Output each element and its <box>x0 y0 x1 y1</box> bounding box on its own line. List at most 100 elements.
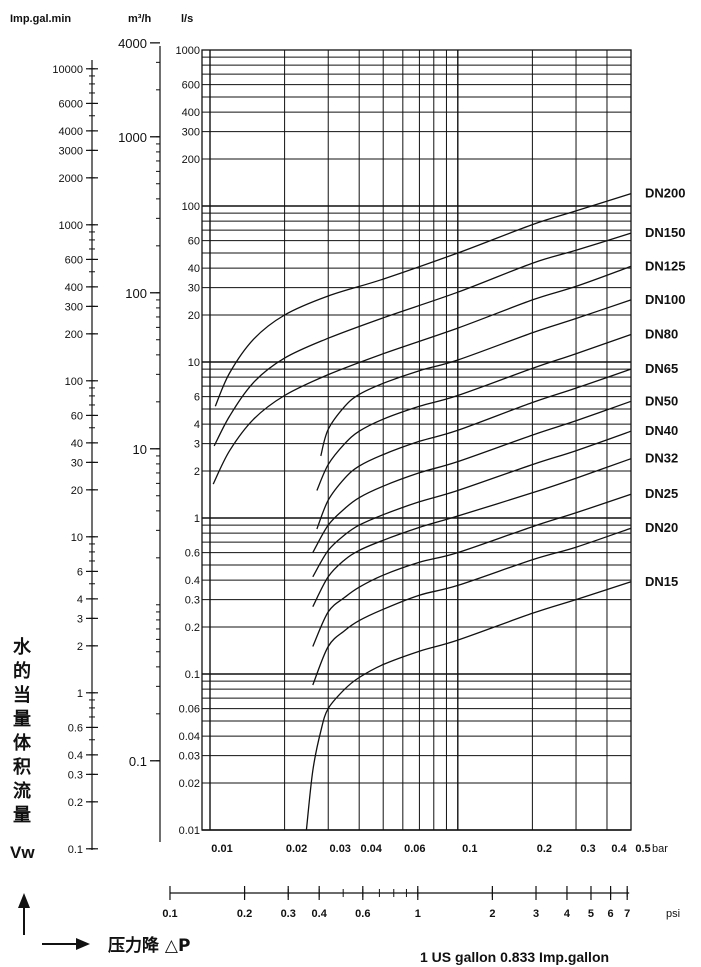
tick-label-impgal: 10 <box>71 532 83 544</box>
tick-label-impgal: 6000 <box>59 98 83 110</box>
tick-label-ls: 1 <box>194 513 200 525</box>
series-line-dn40 <box>312 430 632 578</box>
chart-grid <box>202 50 632 831</box>
series-label-dn40: DN40 <box>645 423 678 438</box>
tick-label-ls: 0.3 <box>185 595 200 607</box>
series-label-dn125: DN125 <box>645 258 685 273</box>
tick-label-bar: 0.04 <box>360 843 382 855</box>
tick-label-bar: 0.3 <box>580 843 595 855</box>
tick-label-psi: 0.3 <box>281 908 296 920</box>
tick-label-psi: 4 <box>564 908 571 920</box>
tick-label-m3h: 0.1 <box>129 754 147 769</box>
y-axis-title-char: 量 <box>13 708 31 730</box>
tick-label-ls: 0.06 <box>179 704 200 716</box>
y-axis-title-char: 量 <box>13 804 31 826</box>
tick-label-ls: 0.4 <box>185 575 200 587</box>
tick-label-impgal: 0.1 <box>68 844 83 856</box>
tick-label-psi: 5 <box>588 908 594 920</box>
tick-label-impgal: 1 <box>77 688 83 700</box>
y-axis-title-char: 的 <box>13 660 31 682</box>
tick-label-impgal: 10000 <box>52 64 83 76</box>
tick-label-ls: 6 <box>194 392 200 404</box>
series-label-dn20: DN20 <box>645 520 678 535</box>
tick-label-impgal: 20 <box>71 485 83 497</box>
series-label-dn65: DN65 <box>645 361 678 376</box>
tick-label-psi: 0.2 <box>237 908 252 920</box>
axis-unit-ls: l/s <box>181 13 193 25</box>
tick-label-ls: 4 <box>194 419 200 431</box>
tick-label-ls: 2 <box>194 466 200 478</box>
tick-label-ls: 0.1 <box>185 669 200 681</box>
series-label-dn150: DN150 <box>645 225 685 240</box>
tick-label-psi: 7 <box>624 908 630 920</box>
tick-label-impgal: 6 <box>77 566 83 578</box>
tick-label-psi: 2 <box>489 908 495 920</box>
unit-note: 1 US gallon 0.833 Imp.gallon <box>420 949 609 965</box>
axes <box>18 42 630 950</box>
tick-label-impgal: 3000 <box>59 145 83 157</box>
tick-label-ls: 20 <box>188 310 200 322</box>
y-axis-title-char: 流 <box>13 780 31 802</box>
axis-unit-m3h: m³/h <box>128 13 152 25</box>
axis-unit-psi: psi <box>666 908 680 920</box>
series-line-dn32 <box>312 458 632 607</box>
axis-unit-bar: bar <box>652 843 668 855</box>
tick-label-ls: 3 <box>194 439 200 451</box>
tick-label-bar: 0.03 <box>330 843 351 855</box>
series-curves <box>212 192 632 831</box>
tick-label-m3h: 4000 <box>118 36 147 51</box>
series-label-dn25: DN25 <box>645 486 678 501</box>
tick-label-impgal: 0.3 <box>68 769 83 781</box>
tick-label-ls: 0.03 <box>179 751 200 763</box>
tick-label-ls: 0.2 <box>185 622 200 634</box>
series-line-dn200 <box>214 192 632 407</box>
tick-label-ls: 300 <box>182 127 200 139</box>
tick-label-ls: 10 <box>188 357 200 369</box>
tick-label-bar: 0.1 <box>462 843 477 855</box>
series-label-dn32: DN32 <box>645 451 678 466</box>
right-arrow-icon <box>76 938 90 950</box>
y-axis-title-char: 当 <box>13 684 31 706</box>
y-axis-title-char: 体 <box>13 732 32 754</box>
y-axis-title-char: 水 <box>13 636 32 658</box>
tick-label-psi: 1 <box>415 908 421 920</box>
tick-label-m3h: 1000 <box>118 130 147 145</box>
tick-label-bar: 0.06 <box>404 843 425 855</box>
series-line-dn15 <box>305 581 632 831</box>
tick-label-ls: 200 <box>182 154 200 166</box>
tick-label-ls: 0.02 <box>179 778 200 790</box>
tick-label-m3h: 100 <box>125 286 147 301</box>
tick-label-m3h: 10 <box>133 442 147 457</box>
series-line-dn65 <box>316 368 632 530</box>
tick-label-impgal: 300 <box>65 301 83 313</box>
tick-label-psi: 0.4 <box>312 908 328 920</box>
tick-label-psi: 6 <box>608 908 614 920</box>
series-label-dn80: DN80 <box>645 327 678 342</box>
tick-label-ls: 60 <box>188 236 200 248</box>
tick-label-ls: 100 <box>182 201 200 213</box>
tick-label-impgal: 1000 <box>59 220 83 232</box>
tick-label-ls: 40 <box>188 263 200 275</box>
tick-label-psi: 3 <box>533 908 539 920</box>
tick-label-impgal: 2000 <box>59 173 83 185</box>
up-arrow-icon <box>18 893 30 908</box>
tick-label-impgal: 0.6 <box>68 722 83 734</box>
text-labels: DN200 DN150 DN125 DN100 DN80 DN65 DN50 DN40 DN32… <box>10 13 685 965</box>
tick-label-impgal: 400 <box>65 282 83 294</box>
tick-label-psi: 0.6 <box>355 908 370 920</box>
tick-label-impgal: 600 <box>65 254 83 266</box>
tick-label-ls: 400 <box>182 107 200 119</box>
series-line-dn100 <box>320 299 632 457</box>
tick-label-ls: 600 <box>182 80 200 92</box>
tick-label-impgal: 40 <box>71 438 83 450</box>
series-line-dn25 <box>312 493 632 647</box>
series-line-dn80 <box>316 333 632 491</box>
tick-label-ls: 30 <box>188 283 200 295</box>
series-line-dn50 <box>312 400 632 553</box>
series-line-dn150 <box>213 232 632 447</box>
tick-label-bar: 0.5 <box>635 843 650 855</box>
tick-label-impgal: 60 <box>71 410 83 422</box>
tick-label-impgal: 3 <box>77 613 83 625</box>
series-label-dn15: DN15 <box>645 574 678 589</box>
